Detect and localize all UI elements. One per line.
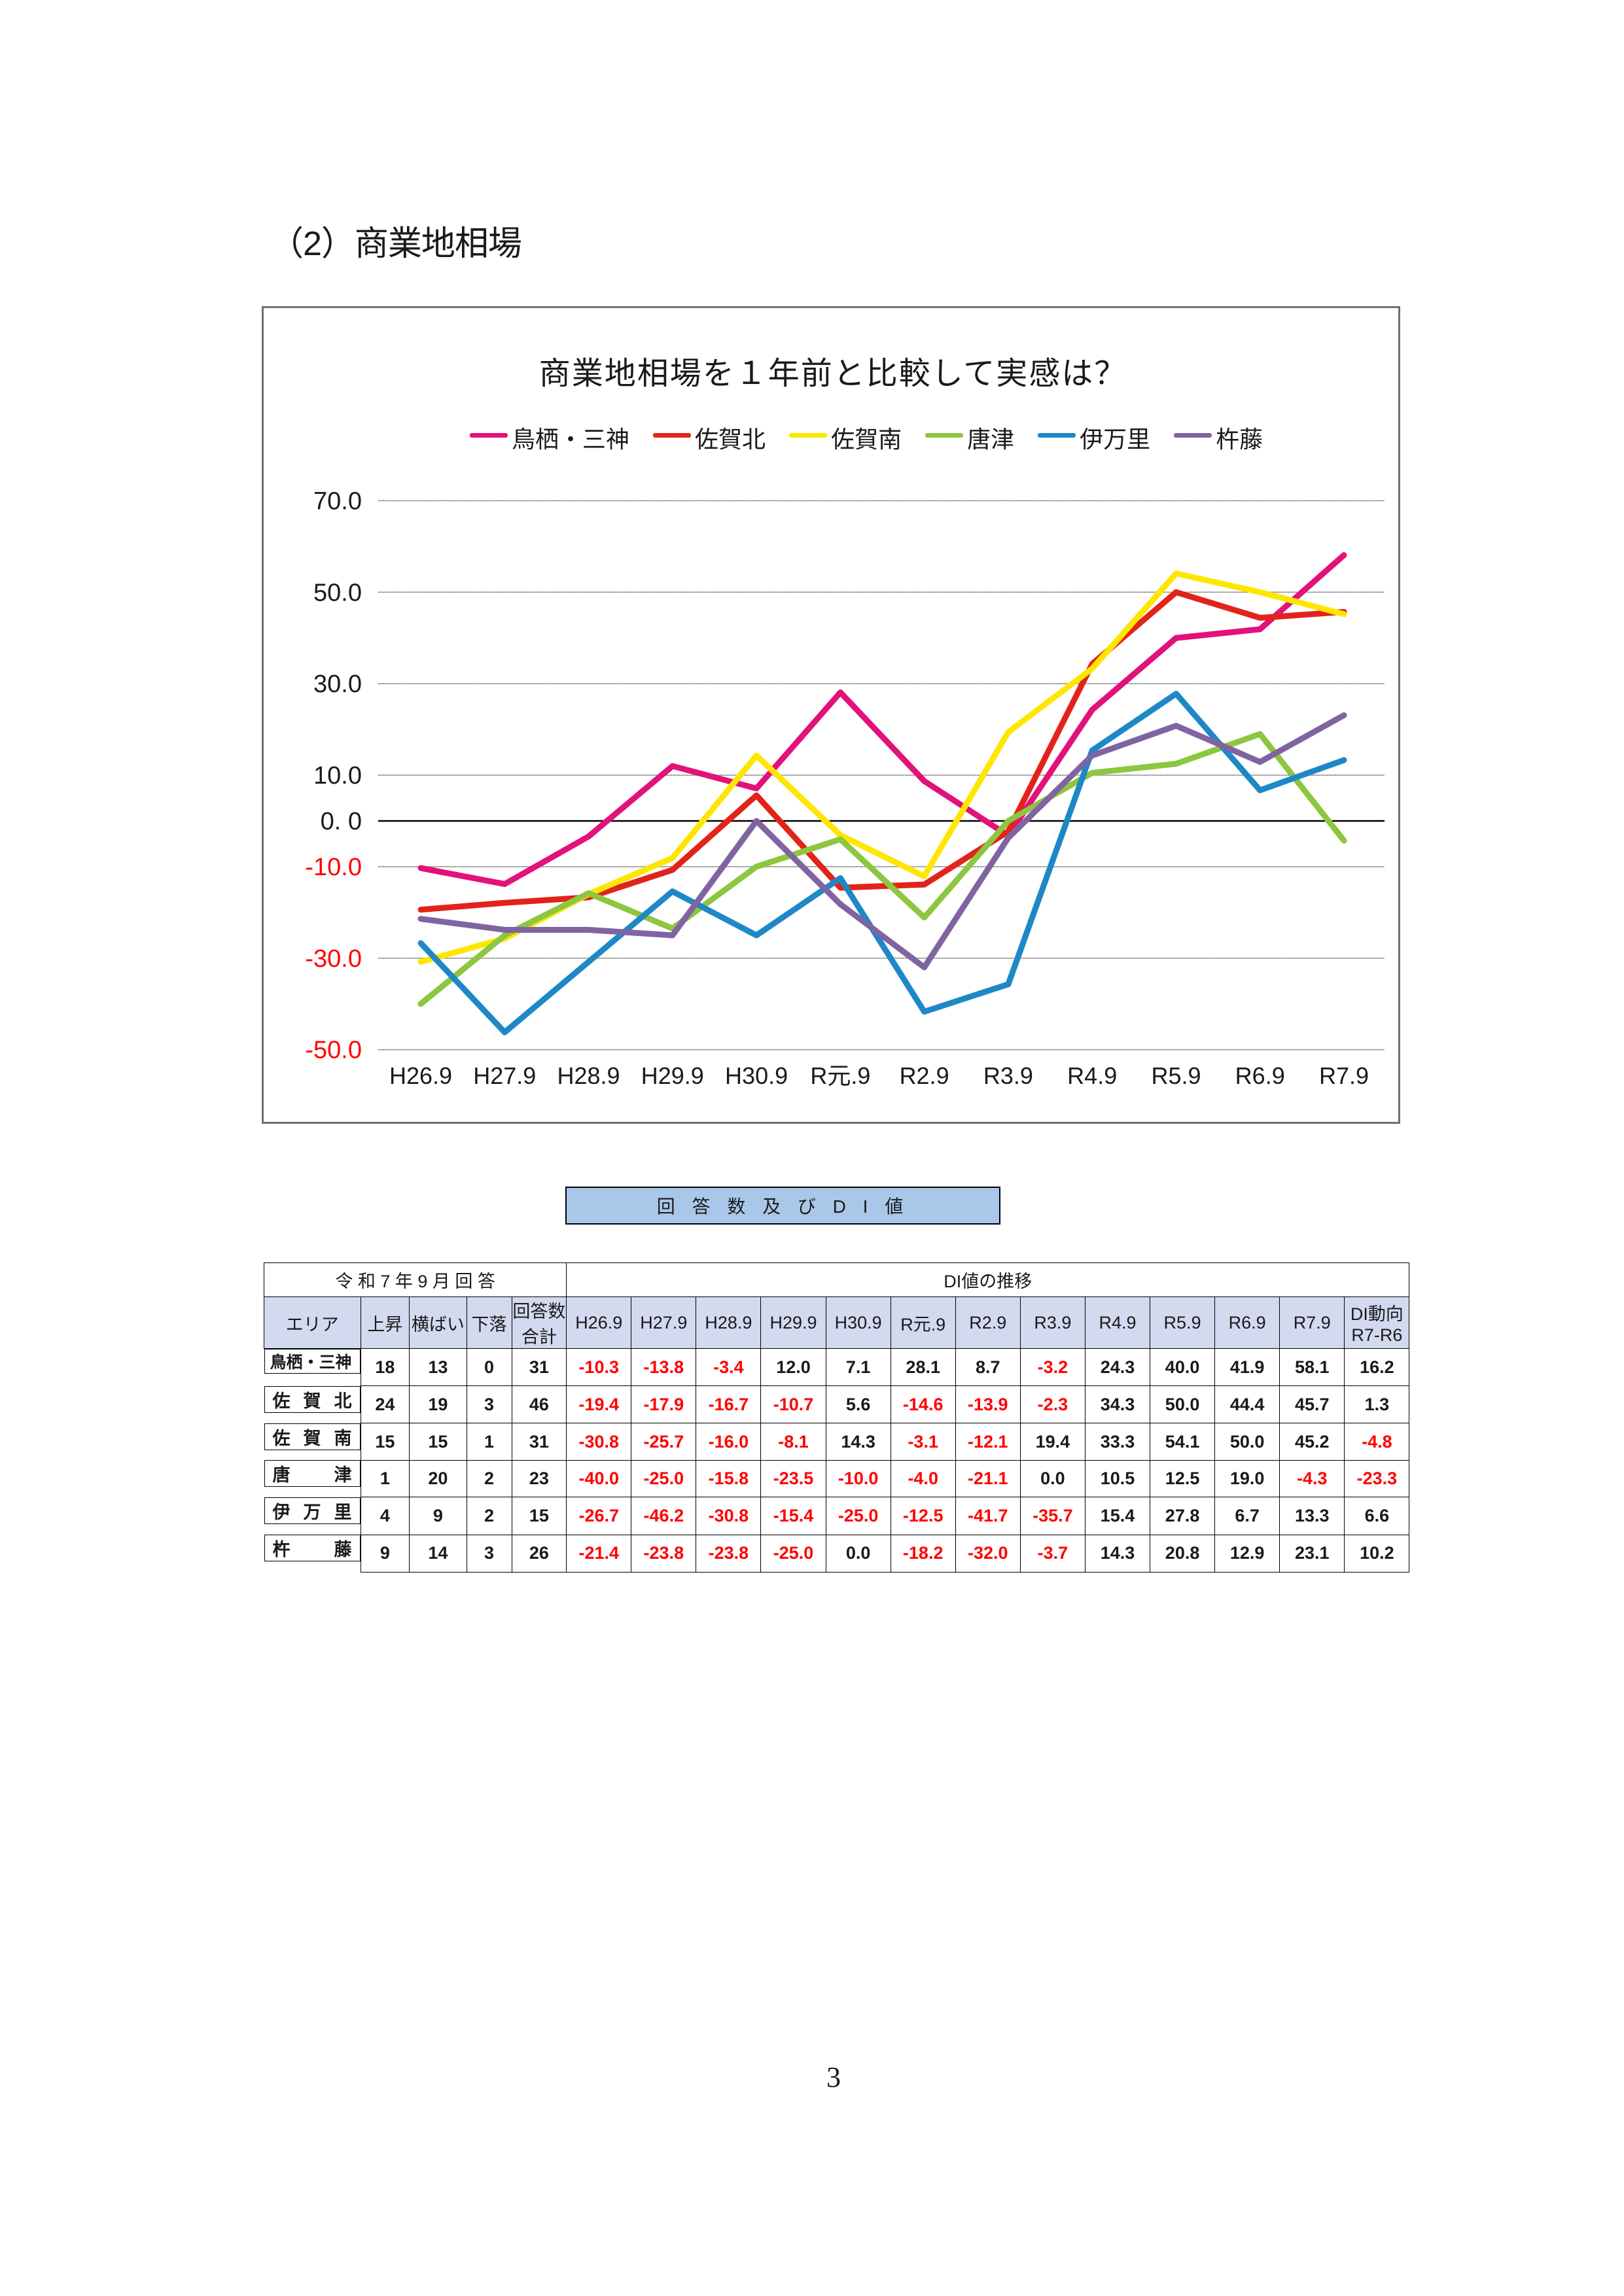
svg-text:H30.9: H30.9	[725, 1062, 788, 1089]
svg-text:-50.0: -50.0	[305, 1037, 362, 1064]
svg-text:50.0: 50.0	[313, 579, 362, 606]
svg-text:0. 0: 0. 0	[321, 808, 362, 835]
svg-text:-30.0: -30.0	[305, 945, 362, 973]
svg-text:R2.9: R2.9	[900, 1062, 949, 1089]
svg-text:R元.9: R元.9	[810, 1062, 870, 1089]
svg-text:R5.9: R5.9	[1151, 1062, 1201, 1089]
svg-text:-10.0: -10.0	[305, 854, 362, 881]
svg-text:30.0: 30.0	[313, 670, 362, 698]
svg-text:H28.9: H28.9	[557, 1062, 620, 1089]
svg-text:H29.9: H29.9	[641, 1062, 704, 1089]
svg-text:10.0: 10.0	[313, 762, 362, 790]
svg-text:R6.9: R6.9	[1235, 1062, 1285, 1089]
svg-text:H27.9: H27.9	[473, 1062, 536, 1089]
svg-text:R7.9: R7.9	[1319, 1062, 1369, 1089]
svg-text:R3.9: R3.9	[983, 1062, 1033, 1089]
svg-text:H26.9: H26.9	[389, 1062, 452, 1089]
svg-text:70.0: 70.0	[313, 487, 362, 515]
svg-text:R4.9: R4.9	[1067, 1062, 1117, 1089]
